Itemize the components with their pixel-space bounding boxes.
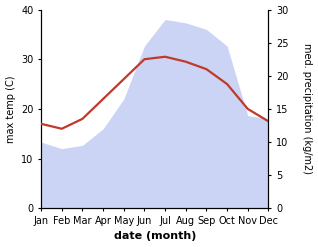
X-axis label: date (month): date (month): [114, 231, 196, 242]
Y-axis label: max temp (C): max temp (C): [5, 75, 16, 143]
Y-axis label: med. precipitation (kg/m2): med. precipitation (kg/m2): [302, 43, 313, 174]
